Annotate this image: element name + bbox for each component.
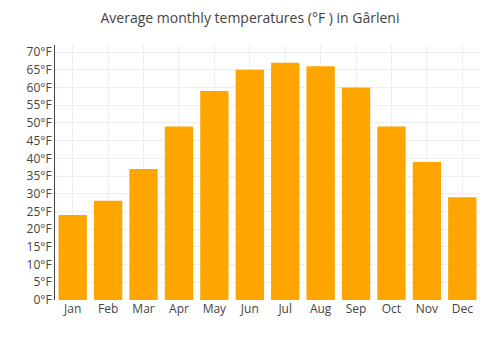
svg-text:Oct: Oct <box>382 300 401 317</box>
svg-text:40°F: 40°F <box>27 150 52 167</box>
svg-text:70°F: 70°F <box>27 43 52 60</box>
svg-text:55°F: 55°F <box>27 96 52 113</box>
svg-text:60°F: 60°F <box>27 79 52 96</box>
svg-text:Mar: Mar <box>132 300 154 317</box>
svg-text:Nov: Nov <box>416 300 438 317</box>
svg-text:25°F: 25°F <box>27 203 52 220</box>
svg-text:10°F: 10°F <box>27 256 52 273</box>
svg-text:Jul: Jul <box>277 300 292 317</box>
svg-text:Aug: Aug <box>310 300 332 317</box>
svg-text:20°F: 20°F <box>27 220 52 237</box>
svg-text:35°F: 35°F <box>27 167 52 184</box>
svg-text:Feb: Feb <box>98 300 118 317</box>
svg-text:Jan: Jan <box>63 300 81 317</box>
svg-text:Apr: Apr <box>169 300 189 317</box>
svg-text:May: May <box>203 300 227 317</box>
svg-text:Dec: Dec <box>452 300 473 317</box>
svg-text:50°F: 50°F <box>27 114 52 131</box>
svg-text:5°F: 5°F <box>33 273 51 290</box>
svg-text:15°F: 15°F <box>27 238 52 255</box>
svg-text:0°F: 0°F <box>33 291 51 308</box>
svg-text:45°F: 45°F <box>27 132 52 149</box>
svg-text:Sep: Sep <box>346 300 367 317</box>
svg-text:Jun: Jun <box>240 300 259 317</box>
svg-text:65°F: 65°F <box>27 61 52 78</box>
svg-text:Average monthly temperatures (: Average monthly temperatures (°F ) in Gâ… <box>101 8 400 27</box>
svg-text:30°F: 30°F <box>27 185 52 202</box>
